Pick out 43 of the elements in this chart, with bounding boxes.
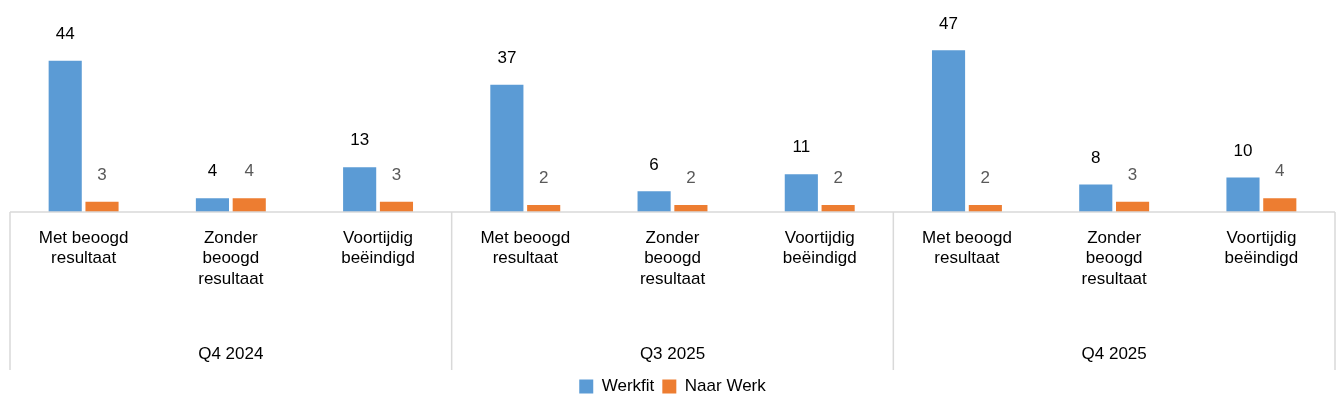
x-tick-label: Met beoogd resultaat <box>38 227 129 268</box>
data-label: 44 <box>55 23 75 43</box>
data-label: 4 <box>207 161 218 181</box>
data-label: 11 <box>792 137 811 157</box>
data-label: 4 <box>1275 161 1285 181</box>
data-label: 2 <box>833 168 843 188</box>
legend-label: Naar Werk <box>684 376 767 396</box>
x-tick-label: Zonder beoogd resultaat <box>639 227 706 288</box>
bar <box>232 198 266 212</box>
x-tick-label: Zonder beoogd resultaat <box>1081 227 1148 288</box>
bar <box>784 174 818 212</box>
legend-label: Werkfit <box>601 376 655 396</box>
data-label: 37 <box>497 47 517 67</box>
text: Q4 2025 <box>1081 343 1147 363</box>
data-label: 10 <box>1233 140 1253 160</box>
data-label: 2 <box>538 168 549 188</box>
bar <box>1263 198 1297 212</box>
x-tick-label: Voortijdig beëindigd <box>782 227 857 268</box>
x-tick-label: Voortijdig beëindigd <box>1224 227 1299 268</box>
data-label: 2 <box>686 168 696 188</box>
x-tick-label: Zonder beoogd resultaat <box>198 227 264 288</box>
bar <box>637 191 671 212</box>
data-label: 47 <box>939 13 958 33</box>
data-label: 3 <box>1127 164 1138 184</box>
bar <box>1226 177 1260 212</box>
x-tick-label: Voortijdig beëindigd <box>341 227 415 268</box>
data-label: 2 <box>980 168 991 188</box>
x-tick-label: Met beoogd resultaat <box>922 227 1012 268</box>
data-label: 4 <box>244 161 254 181</box>
bar <box>343 167 377 212</box>
text: Q3 2025 <box>639 343 706 363</box>
bar <box>48 60 82 212</box>
bar <box>490 84 524 212</box>
bar <box>1079 184 1113 212</box>
text: Q4 2024 <box>198 343 264 363</box>
bar <box>195 198 229 212</box>
data-label: 3 <box>391 164 402 184</box>
bar <box>931 50 966 212</box>
data-label: 3 <box>97 164 107 184</box>
data-label: 13 <box>350 130 370 150</box>
data-label: 8 <box>1091 147 1101 167</box>
x-tick-label: Met beoogd resultaat <box>480 227 571 268</box>
data-label: 6 <box>649 154 659 174</box>
